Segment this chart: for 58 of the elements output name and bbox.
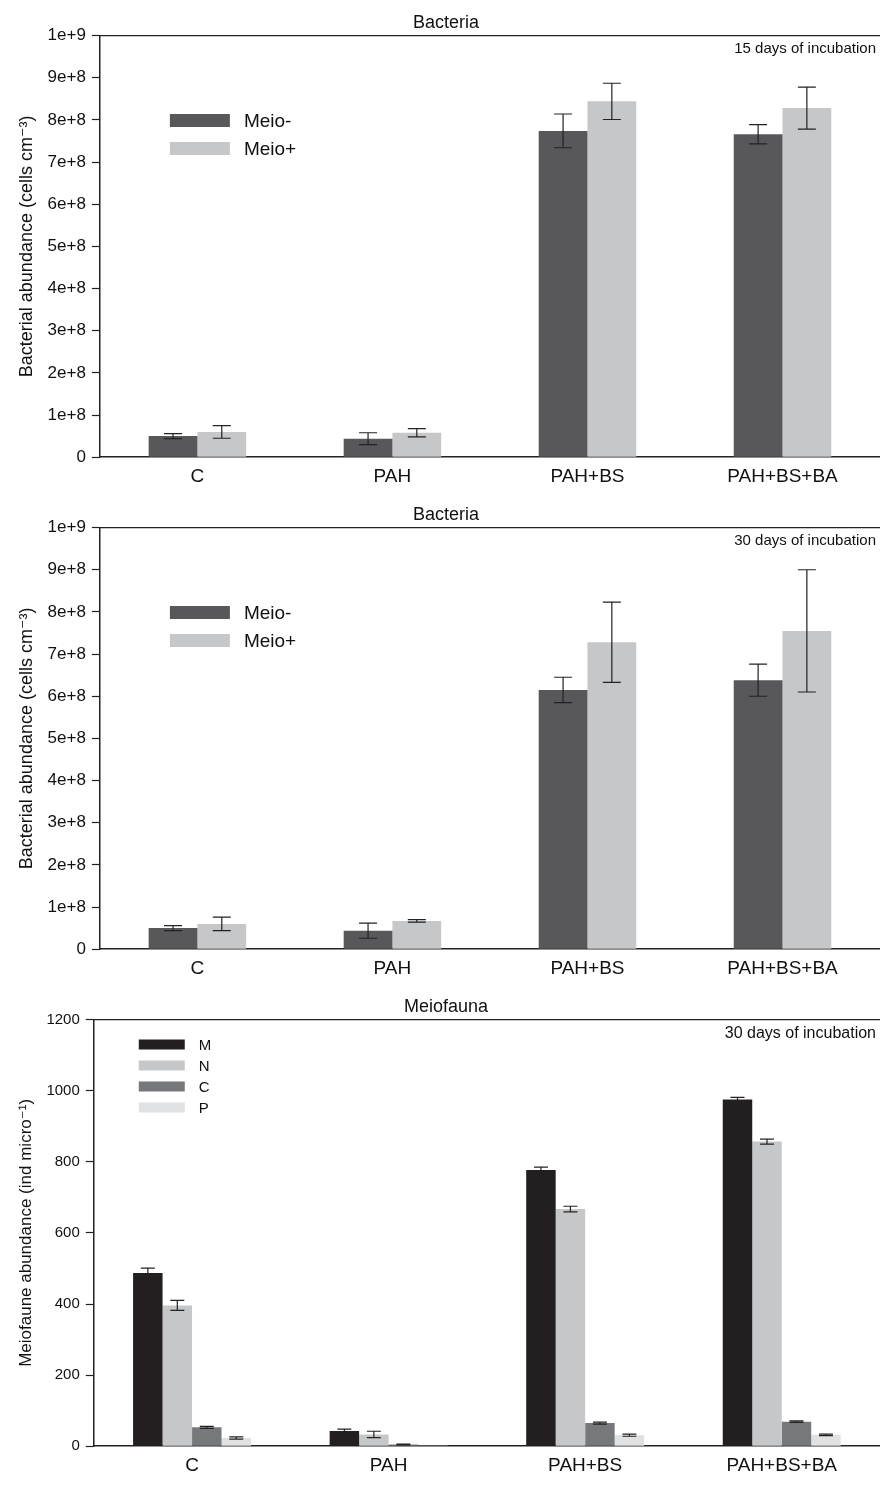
y-tick-label: 9e+8	[47, 67, 86, 87]
y-tick-label: 400	[54, 1294, 80, 1312]
x-tick-label: C	[190, 464, 205, 486]
chart-title: Meiofauna	[403, 995, 490, 1016]
y-tick-label: 7e+8	[47, 151, 86, 171]
chart-title: Bacteria	[412, 11, 480, 32]
y-tick-label: 0	[71, 1436, 80, 1454]
legend-label: Meio-	[243, 601, 292, 623]
annotation: 30 days of incubation	[734, 531, 876, 549]
legend-label: Meio+	[243, 629, 297, 651]
y-tick-label: 800	[54, 1151, 80, 1169]
y-tick-label: 200	[54, 1365, 80, 1383]
y-tick-label: 0	[76, 938, 86, 958]
legend-label: M	[198, 1035, 212, 1053]
x-tick-label: PAH	[369, 1453, 408, 1475]
y-tick-label: 1200	[46, 1009, 80, 1027]
x-tick-label: PAH	[373, 464, 412, 486]
x-tick-label: PAH+BS+BA	[727, 464, 839, 486]
y-tick-label: 1000	[46, 1080, 80, 1098]
y-tick-label: 5e+8	[47, 236, 86, 256]
y-tick-label: 4e+8	[47, 770, 86, 790]
y-tick-label: 1e+8	[47, 896, 86, 916]
chart-title: Bacteria	[412, 503, 480, 524]
legend-label: Meio+	[243, 137, 297, 159]
y-tick-label: 8e+8	[47, 109, 86, 129]
y-tick-label: 1e+9	[47, 517, 86, 537]
x-tick-label: PAH+BS+BA	[727, 956, 839, 978]
legend-label: N	[198, 1056, 210, 1074]
legend-label: Meio-	[243, 109, 292, 131]
x-tick-label: PAH+BS	[550, 464, 625, 486]
y-tick-label: 1e+8	[47, 404, 86, 424]
y-axis-title: Bacterial abundance (cells cm⁻³)	[15, 607, 36, 870]
x-tick-label: C	[190, 956, 205, 978]
y-tick-label: 5e+8	[47, 728, 86, 748]
legend-label: C	[198, 1077, 210, 1095]
y-axis-title: Meiofaune abundance (ind micro⁻¹)	[15, 1098, 35, 1367]
x-tick-label: PAH+BS+BA	[726, 1453, 838, 1475]
x-tick-label: PAH	[373, 956, 412, 978]
y-tick-label: 6e+8	[47, 193, 86, 213]
y-tick-label: 2e+8	[47, 362, 86, 382]
y-tick-label: 6e+8	[47, 685, 86, 705]
y-tick-label: 3e+8	[47, 812, 86, 832]
y-tick-label: 0	[76, 446, 86, 466]
y-tick-label: 600	[54, 1223, 80, 1241]
y-tick-label: 1e+9	[47, 25, 86, 45]
x-tick-label: PAH+BS	[550, 956, 625, 978]
legend-label: P	[198, 1098, 209, 1116]
x-tick-label: PAH+BS	[548, 1453, 623, 1475]
y-axis-title: Bacterial abundance (cells cm⁻³)	[15, 115, 36, 378]
annotation: 30 days of incubation	[724, 1024, 876, 1042]
y-tick-label: 2e+8	[47, 854, 86, 874]
y-tick-label: 7e+8	[47, 643, 86, 663]
y-tick-label: 3e+8	[47, 320, 86, 340]
annotation: 15 days of incubation	[734, 39, 876, 57]
y-tick-label: 4e+8	[47, 278, 86, 298]
y-tick-label: 8e+8	[47, 601, 86, 621]
x-tick-label: C	[185, 1453, 199, 1475]
y-tick-label: 9e+8	[47, 559, 86, 579]
